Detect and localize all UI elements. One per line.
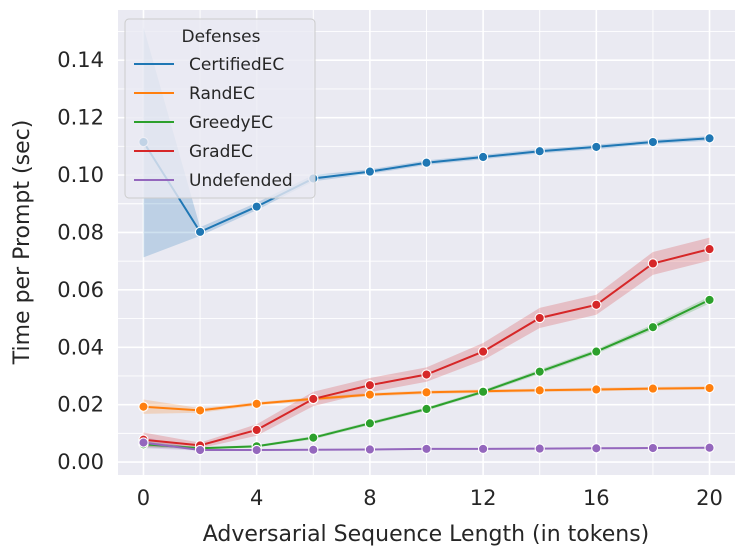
- point-randec: [421, 387, 432, 398]
- y-axis-label: Time per Prompt (sec): [10, 120, 35, 366]
- y-tick-label: 0.02: [57, 393, 104, 417]
- legend-items: CertifiedEC RandEC GreedyEC GradEC Undefende…: [134, 55, 293, 191]
- point-greedyec: [647, 322, 659, 333]
- point-certifiedec: [591, 141, 602, 153]
- y-tick-label: 0.08: [57, 220, 104, 244]
- point-greedyec: [421, 403, 432, 415]
- x-axis-ticks: 0 4 8 12 16 20: [137, 486, 723, 510]
- point-gradec: [534, 312, 545, 324]
- x-axis-label: Adversarial Sequence Length (in tokens): [203, 522, 650, 547]
- point-randec: [704, 382, 715, 394]
- point-gradec: [364, 380, 376, 391]
- legend-label-certifiedec: CertifiedEC: [189, 55, 284, 75]
- point-certifiedec: [647, 136, 659, 148]
- point-greedyec: [591, 346, 602, 357]
- point-gradec: [477, 346, 489, 357]
- point-certifiedec: [194, 226, 206, 238]
- x-tick-label: 4: [250, 486, 263, 510]
- point-undefended: [477, 443, 489, 455]
- point-greedyec: [308, 432, 319, 443]
- point-gradec: [308, 393, 319, 405]
- legend: Defenses CertifiedEC RandEC GreedyEC GradEC…: [124, 18, 316, 199]
- point-greedyec: [364, 418, 376, 429]
- point-certifiedec: [421, 157, 432, 168]
- point-randec: [364, 389, 376, 400]
- legend-label-greedyec: GreedyEC: [189, 113, 273, 133]
- point-gradec: [591, 299, 602, 310]
- legend-title: Defenses: [182, 27, 261, 47]
- point-greedyec: [534, 366, 545, 377]
- point-certifiedec: [534, 146, 545, 157]
- x-tick-label: 16: [583, 486, 610, 510]
- point-gradec: [704, 243, 715, 255]
- point-randec: [251, 398, 262, 409]
- point-undefended: [647, 442, 659, 454]
- point-randec: [534, 385, 545, 396]
- point-randec: [138, 401, 149, 412]
- y-tick-label: 0.04: [57, 335, 104, 359]
- point-undefended: [194, 444, 206, 456]
- x-tick-label: 8: [363, 486, 376, 510]
- point-undefended: [364, 444, 376, 455]
- point-undefended: [591, 443, 602, 454]
- point-undefended: [421, 443, 432, 455]
- point-gradec: [421, 369, 432, 380]
- point-undefended: [704, 442, 715, 453]
- point-certifiedec: [477, 151, 489, 163]
- x-tick-label: 12: [470, 486, 497, 510]
- point-certifiedec: [251, 201, 262, 212]
- point-randec: [647, 383, 659, 394]
- y-tick-label: 0.06: [57, 278, 104, 302]
- y-tick-label: 0.10: [57, 163, 104, 187]
- y-tick-label: 0.00: [57, 450, 104, 474]
- point-randec: [591, 384, 602, 395]
- y-axis-ticks: 0.00 0.02 0.04 0.06 0.08 0.10 0.12 0.14: [57, 48, 104, 474]
- x-tick-label: 0: [137, 486, 150, 510]
- legend-label-undefended: Undefended: [189, 171, 293, 191]
- point-undefended: [534, 443, 545, 454]
- legend-label-randec: RandEC: [189, 84, 255, 104]
- point-certifiedec: [364, 166, 376, 177]
- y-tick-label: 0.14: [57, 48, 104, 72]
- point-randec: [194, 405, 206, 416]
- point-gradec: [251, 424, 262, 436]
- point-gradec: [647, 258, 659, 269]
- point-greedyec: [704, 294, 715, 306]
- point-greedyec: [477, 386, 489, 397]
- legend-label-gradec: GradEC: [189, 142, 253, 162]
- point-undefended: [138, 437, 149, 448]
- point-undefended: [308, 444, 319, 455]
- y-tick-label: 0.12: [57, 106, 104, 130]
- point-certifiedec: [704, 133, 715, 144]
- x-tick-label: 20: [696, 486, 723, 510]
- point-undefended: [251, 444, 262, 456]
